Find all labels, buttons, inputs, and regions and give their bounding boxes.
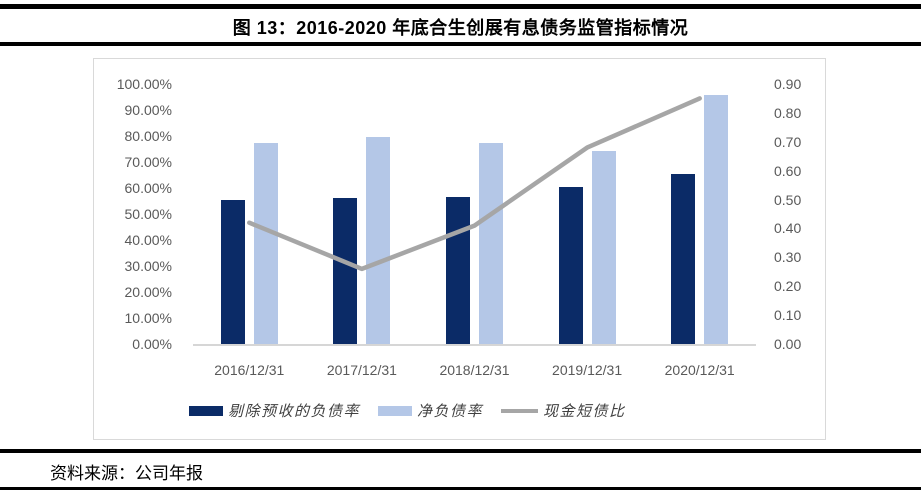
chart-frame: 剔除预收的负债率 净负债率 现金短债比 100.00% 90.00% 80.00% 7… — [93, 58, 826, 440]
left-axis-tick: 30.00% — [124, 258, 172, 274]
legend-item-cash-to-short-debt: 现金短债比 — [501, 400, 626, 421]
bar-net_debt_ratio — [591, 151, 616, 344]
legend-item-debt-ratio-excl-presales: 剔除预收的负债率 — [189, 400, 360, 421]
x-axis-label: 2016/12/31 — [214, 362, 285, 378]
right-axis-tick: 0.50 — [774, 191, 802, 208]
right-axis-tick: 0.60 — [774, 162, 802, 179]
left-axis-tick: 80.00% — [124, 128, 172, 144]
right-axis-tick: 0.10 — [774, 307, 802, 324]
right-axis-tick: 0.70 — [774, 133, 802, 150]
legend-label: 现金短债比 — [543, 402, 626, 420]
right-axis-tick: 0.30 — [774, 249, 802, 266]
plot-area — [193, 84, 756, 344]
bar-debt_ratio_excl_presales — [333, 197, 358, 344]
bar-debt_ratio_excl_presales — [446, 197, 470, 344]
x-axis-label: 2019/12/31 — [552, 362, 623, 378]
right-axis-tick: 0.00 — [774, 336, 802, 352]
legend-item-net-debt-ratio: 净负债率 — [378, 400, 483, 421]
left-axis-tick: 0.00% — [132, 336, 172, 352]
right-axis-tick: 0.80 — [774, 104, 802, 121]
x-axis-label: 2018/12/31 — [439, 362, 510, 378]
chart-legend: 剔除预收的负债率 净负债率 现金短债比 — [189, 400, 626, 421]
legend-swatch-light-bar — [378, 405, 413, 416]
source-note: 资料来源：公司年报 — [50, 464, 203, 483]
left-axis-tick: 40.00% — [124, 232, 172, 248]
right-axis-tick: 0.40 — [774, 220, 802, 237]
legend-label: 净负债率 — [417, 402, 484, 420]
line-cash_to_short_debt — [247, 96, 702, 272]
bar-net_debt_ratio — [479, 142, 503, 344]
left-axis-tick: 50.00% — [124, 206, 172, 222]
footer-top-rule — [0, 449, 921, 453]
bar-debt_ratio_excl_presales — [671, 173, 696, 344]
x-axis-line — [193, 344, 756, 346]
legend-swatch-dark-bar — [189, 405, 223, 416]
left-axis-tick: 20.00% — [124, 284, 172, 300]
bar-net_debt_ratio — [253, 142, 278, 344]
left-axis-tick: 70.00% — [124, 154, 172, 170]
bar-debt_ratio_excl_presales — [558, 187, 583, 344]
legend-label: 剔除预收的负债率 — [228, 402, 361, 420]
title-bottom-rule — [0, 42, 921, 46]
left-axis-tick: 90.00% — [124, 102, 172, 118]
right-axis-tick: 0.90 — [774, 76, 802, 92]
x-axis-label: 2020/12/31 — [664, 362, 735, 378]
right-axis-tick: 0.20 — [774, 278, 802, 295]
bar-net_debt_ratio — [704, 94, 729, 344]
left-axis-tick: 60.00% — [124, 180, 172, 196]
left-axis-tick: 10.00% — [124, 310, 172, 326]
bar-debt_ratio_excl_presales — [220, 199, 245, 344]
left-axis-tick: 100.00% — [116, 76, 172, 92]
footer-bottom-rule — [0, 487, 921, 490]
figure-title: 图 13：2016-2020 年底合生创展有息债务监管指标情况 — [232, 18, 689, 38]
x-axis-label: 2017/12/31 — [326, 362, 397, 378]
legend-line-swatch — [501, 408, 539, 413]
bar-net_debt_ratio — [366, 137, 391, 344]
title-top-rule — [0, 4, 921, 9]
